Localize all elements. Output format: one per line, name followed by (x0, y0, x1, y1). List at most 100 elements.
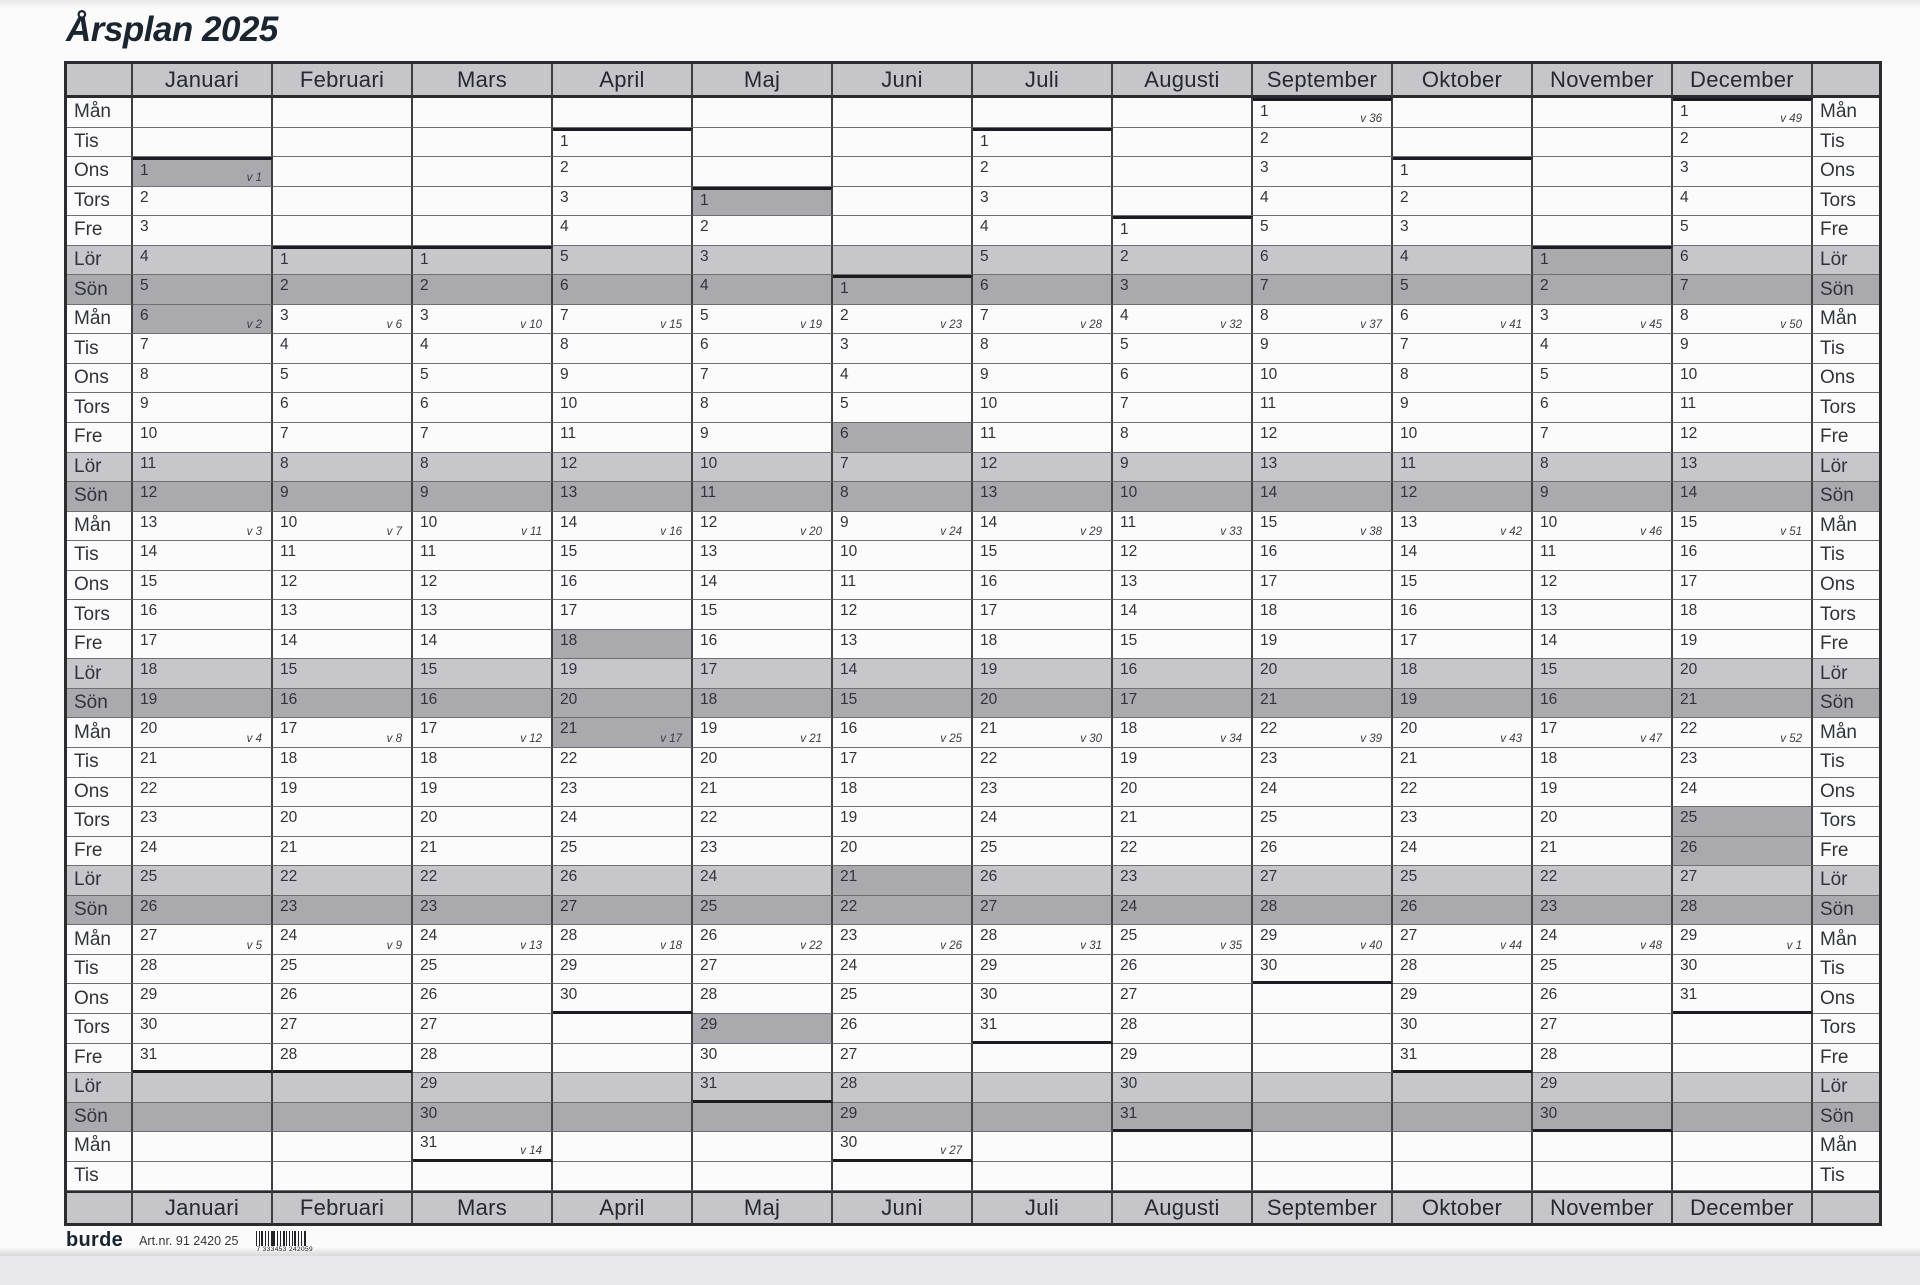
weekday-label-right: Mån (1813, 512, 1879, 542)
day-cell: 26 (1393, 895, 1533, 926)
day-cell: 26 (1533, 984, 1673, 1014)
day-cell: 8 (413, 452, 553, 483)
day-number: 3 (1260, 159, 1269, 177)
day-cell: 27 (693, 954, 833, 985)
day-number: 3 (560, 188, 569, 206)
empty-cell (693, 157, 833, 187)
empty-cell (273, 98, 413, 128)
day-number: 2 (280, 277, 289, 295)
day-cell: 14 (833, 659, 973, 689)
day-number: 4 (1260, 188, 1269, 206)
day-cell: 29 (693, 1013, 833, 1044)
day-number: 3 (1680, 159, 1689, 177)
day-cell: 29 (973, 954, 1113, 985)
empty-cell (1113, 186, 1253, 217)
day-number: 28 (700, 986, 718, 1004)
day-number: 20 (140, 720, 158, 738)
day-number: 27 (1260, 868, 1278, 886)
day-number: 7 (1540, 425, 1549, 443)
day-cell: 4 (973, 216, 1113, 246)
day-cell: 11 (1253, 393, 1393, 424)
week-number: v 6 (386, 319, 402, 332)
barcode: 7 333453 242059 (256, 1231, 313, 1253)
day-cell: 28 (1393, 954, 1533, 985)
day-number: 20 (700, 750, 718, 768)
weekday-label-left: Ons (67, 984, 133, 1014)
day-number: 23 (280, 897, 298, 915)
week-number: v 15 (660, 319, 682, 332)
day-number: 11 (700, 484, 717, 502)
day-cell: 22 (413, 866, 553, 896)
day-number: 20 (980, 690, 998, 708)
day-cell: 28 (833, 1073, 973, 1103)
day-number: 12 (140, 484, 158, 502)
day-number: 3 (280, 306, 289, 324)
day-number: 12 (700, 513, 718, 531)
day-number: 26 (1260, 838, 1278, 856)
weekday-label-right: Mån (1813, 305, 1879, 335)
day-cell: 17 v 47 (1533, 718, 1673, 749)
empty-cell (553, 98, 693, 128)
empty-cell (273, 186, 413, 217)
weekday-label-right: Lör (1813, 245, 1879, 276)
week-number: v 27 (940, 1144, 962, 1157)
day-cell: 15 (1393, 570, 1533, 601)
empty-cell (1253, 1132, 1393, 1162)
day-number: 2 (420, 277, 429, 295)
day-number: 4 (840, 365, 849, 383)
day-cell: 18 (973, 629, 1113, 660)
week-number: v 38 (1360, 526, 1382, 539)
week-number: v 41 (1500, 319, 1522, 332)
month-header: Juni (833, 64, 973, 98)
day-cell: 12 (1393, 482, 1533, 512)
day-cell: 1 (693, 186, 833, 217)
empty-cell (1533, 216, 1673, 246)
day-number: 12 (280, 572, 298, 590)
day-cell: 14 (693, 570, 833, 601)
empty-cell (1533, 127, 1673, 158)
day-cell: 4 (1533, 334, 1673, 364)
empty-cell (413, 186, 553, 217)
day-number: 7 (840, 454, 849, 472)
day-cell: 25 (1673, 807, 1813, 837)
day-cell: 19 (1393, 688, 1533, 719)
day-cell: 15 (1533, 659, 1673, 689)
day-cell: 8 v 37 (1253, 304, 1393, 335)
day-cell: 23 (133, 807, 273, 837)
day-number: 22 (1400, 779, 1418, 797)
day-number: 17 (980, 602, 998, 620)
day-number: 5 (980, 247, 989, 265)
day-number: 16 (1540, 690, 1558, 708)
day-cell: 3 (833, 334, 973, 364)
week-number: v 40 (1360, 939, 1382, 952)
day-cell: 1 (1393, 157, 1533, 187)
weekday-label-right: Mån (1813, 98, 1879, 128)
week-number: v 39 (1360, 733, 1382, 746)
day-cell: 3 (1253, 157, 1393, 187)
day-number: 14 (140, 543, 158, 561)
weekday-label-left: Tis (67, 334, 133, 364)
day-cell: 4 (553, 216, 693, 246)
day-number: 23 (1120, 868, 1138, 886)
corner-cell (67, 64, 133, 98)
weekday-label-right: Tis (1813, 334, 1879, 364)
day-cell: 12 (1253, 423, 1393, 453)
day-number: 13 (1260, 454, 1278, 472)
day-cell: 6 v 2 (133, 304, 273, 335)
day-cell: 3 (133, 216, 273, 246)
day-number: 19 (840, 809, 858, 827)
day-number: 21 (1680, 690, 1698, 708)
weekday-label-left: Tis (67, 748, 133, 778)
empty-cell (833, 216, 973, 246)
day-number: 30 (1540, 1104, 1558, 1122)
corner-cell (1813, 1191, 1879, 1224)
day-number: 24 (840, 956, 858, 974)
day-cell: 14 (1393, 541, 1533, 571)
day-cell: 18 (1673, 600, 1813, 630)
day-number: 2 (1680, 129, 1689, 147)
day-number: 9 (1540, 484, 1549, 502)
empty-cell (553, 1013, 693, 1044)
day-cell: 19 (133, 688, 273, 719)
empty-cell (693, 127, 833, 158)
day-number: 13 (1540, 602, 1558, 620)
